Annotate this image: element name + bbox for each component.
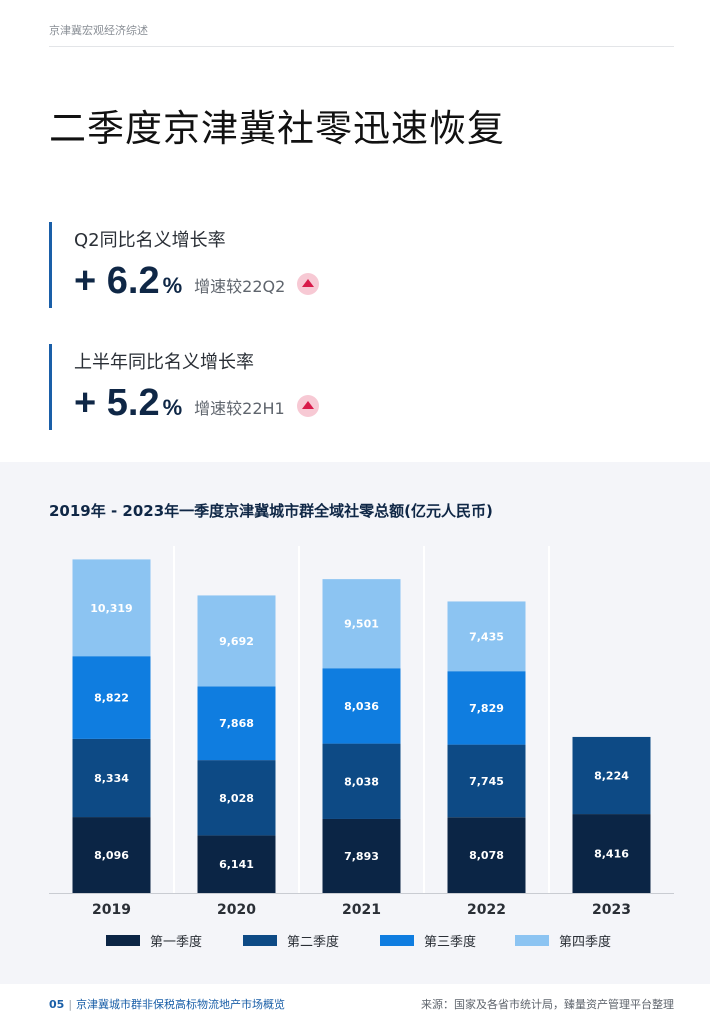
kpi-value: + 6.2 bbox=[74, 260, 160, 302]
bar-data-label: 8,028 bbox=[219, 792, 254, 805]
trend-up-icon bbox=[297, 272, 320, 295]
bar-segment bbox=[72, 738, 151, 818]
legend-label: 第二季度 bbox=[287, 934, 339, 950]
bar-segment bbox=[197, 595, 276, 687]
bar-data-label: 8,334 bbox=[94, 772, 129, 785]
kpi-note: 增速较22Q2 bbox=[194, 276, 286, 296]
bar-segment bbox=[322, 668, 401, 744]
stacked-bar-chart: 8,096 8,334 8,822 10,319 2019 6,141 8,028 7,868… bbox=[49, 546, 674, 950]
chart-title: 2019年 - 2023年一季度京津冀城市群全域社零总额(亿元人民币) bbox=[49, 502, 493, 520]
bar-segment bbox=[197, 686, 276, 761]
bar-data-label: 7,893 bbox=[344, 850, 379, 863]
kpi-q2: Q2同比名义增长率 + 6.2 % 增速较22Q2 bbox=[49, 222, 449, 308]
x-tick-label: 2020 bbox=[217, 902, 256, 918]
bar-data-label: 7,745 bbox=[469, 775, 504, 788]
bar-segment bbox=[72, 559, 151, 657]
bar-data-label: 8,036 bbox=[344, 700, 379, 713]
page-title: 二季度京津冀社零迅速恢复 bbox=[49, 107, 505, 150]
bar-segment bbox=[197, 835, 276, 893]
bar-segment bbox=[447, 601, 526, 672]
x-tick-label: 2023 bbox=[592, 902, 631, 918]
legend-swatch bbox=[380, 935, 414, 946]
report-title: 京津冀城市群非保税高标物流地产市场概览 bbox=[76, 998, 286, 1011]
kpi-row: + 6.2 % 增速较22Q2 bbox=[74, 260, 449, 303]
bar-data-label: 9,501 bbox=[344, 618, 379, 631]
kpi-note: 增速较22H1 bbox=[194, 398, 285, 418]
kpi-unit: % bbox=[162, 273, 183, 298]
bar-segment bbox=[447, 817, 526, 893]
bar-segment bbox=[197, 760, 276, 836]
header-rule bbox=[49, 46, 674, 47]
kpi-label: 上半年同比名义增长率 bbox=[74, 352, 254, 373]
source-note: 来源：国家及各省市统计局，臻量资产管理平台整理 bbox=[421, 998, 674, 1011]
kpi-value: + 5.2 bbox=[74, 382, 160, 424]
legend-swatch bbox=[106, 935, 140, 946]
bar-segment bbox=[72, 656, 151, 739]
bar-data-label: 9,692 bbox=[219, 635, 254, 648]
bar-data-label: 10,319 bbox=[90, 602, 132, 615]
footer-separator: | bbox=[68, 998, 73, 1011]
bar-data-label: 8,038 bbox=[344, 775, 379, 788]
x-tick-label: 2021 bbox=[342, 902, 381, 918]
legend-swatch bbox=[243, 935, 277, 946]
bar-data-label: 8,078 bbox=[469, 849, 504, 862]
bar-segment bbox=[322, 818, 401, 893]
legend-label: 第三季度 bbox=[424, 934, 476, 950]
bar-data-label: 8,224 bbox=[594, 770, 629, 783]
bar-data-label: 8,096 bbox=[94, 849, 129, 862]
bar-data-label: 7,868 bbox=[219, 717, 254, 730]
bar-data-label: 7,435 bbox=[469, 630, 504, 643]
legend-label: 第一季度 bbox=[150, 934, 202, 950]
bar-segment bbox=[322, 579, 401, 669]
bar-segment bbox=[447, 671, 526, 745]
bar-data-label: 8,822 bbox=[94, 692, 129, 705]
x-tick-label: 2019 bbox=[92, 902, 131, 918]
bar-data-label: 8,416 bbox=[594, 848, 629, 861]
bar-data-label: 7,829 bbox=[469, 702, 504, 715]
x-tick-label: 2022 bbox=[467, 902, 506, 918]
running-header: 京津冀宏观经济综述 bbox=[49, 24, 148, 37]
legend-swatch bbox=[515, 935, 549, 946]
bar-segment bbox=[572, 814, 651, 893]
bar-segment bbox=[72, 817, 151, 893]
page-number: 05 bbox=[49, 998, 65, 1011]
footer-left: 05 | 京津冀城市群非保税高标物流地产市场概览 bbox=[49, 996, 285, 1012]
kpi-label: Q2同比名义增长率 bbox=[74, 230, 226, 251]
legend-label: 第四季度 bbox=[559, 934, 611, 950]
bar-segment bbox=[572, 736, 651, 815]
bar-data-label: 6,141 bbox=[219, 858, 254, 871]
kpi-unit: % bbox=[162, 395, 183, 420]
kpi-row: + 5.2 % 增速较22H1 bbox=[74, 382, 449, 425]
bar-segment bbox=[447, 744, 526, 818]
bar-segment bbox=[322, 743, 401, 819]
trend-up-icon bbox=[296, 394, 319, 417]
kpi-h1: 上半年同比名义增长率 + 5.2 % 增速较22H1 bbox=[49, 344, 449, 430]
